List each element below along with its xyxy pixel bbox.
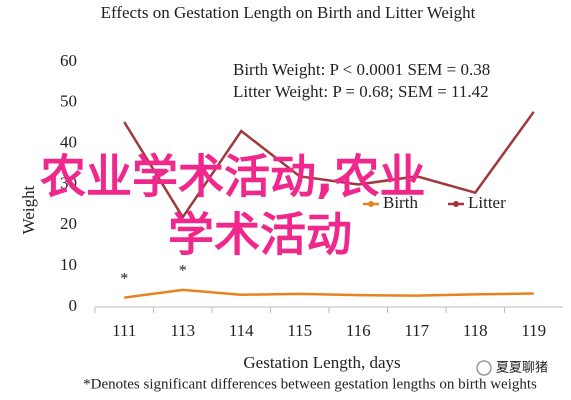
y-tick-label: 60 — [60, 51, 77, 70]
footnote: *Denotes significant differences between… — [83, 376, 537, 392]
x-tick-label: 118 — [463, 321, 488, 340]
watermark: 夏夏聊猪 — [496, 361, 548, 376]
x-tick-label: 116 — [346, 321, 371, 340]
series-line — [123, 111, 535, 220]
y-tick-label: 0 — [69, 296, 78, 315]
significance-mark: * — [179, 263, 187, 280]
x-tick-label: 113 — [170, 321, 195, 340]
watermark-icon — [476, 360, 492, 376]
legend-label: Litter — [468, 193, 506, 212]
annotation: Litter Weight: P = 0.68; SEM = 11.42 — [233, 82, 489, 101]
y-tick-label: 40 — [60, 133, 77, 152]
significance-mark: * — [120, 270, 128, 287]
legend-marker — [453, 201, 459, 207]
series-line — [124, 288, 534, 299]
x-tick-label: 114 — [229, 321, 254, 340]
x-tick-label: 119 — [521, 321, 546, 340]
x-axis-title: Gestation Length, days — [243, 353, 400, 372]
overlay-text: 农业学术活动,农业 — [40, 150, 425, 204]
x-tick-label: 117 — [404, 321, 429, 340]
chart-title: Effects on Gestation Length on Birth and… — [101, 3, 476, 22]
overlay-text: 学术活动 — [168, 208, 352, 262]
x-tick-label: 111 — [112, 321, 136, 340]
y-tick-label: 30 — [60, 173, 77, 192]
y-axis-title: Weight — [19, 185, 38, 234]
y-tick-label: 20 — [60, 214, 77, 233]
legend-label: Birth — [383, 193, 418, 212]
legend-marker — [368, 201, 374, 207]
annotation: Birth Weight: P < 0.0001 SEM = 0.38 — [233, 60, 490, 79]
y-tick-label: 50 — [60, 92, 77, 111]
y-tick-label: 10 — [60, 255, 77, 274]
x-tick-label: 115 — [287, 321, 312, 340]
